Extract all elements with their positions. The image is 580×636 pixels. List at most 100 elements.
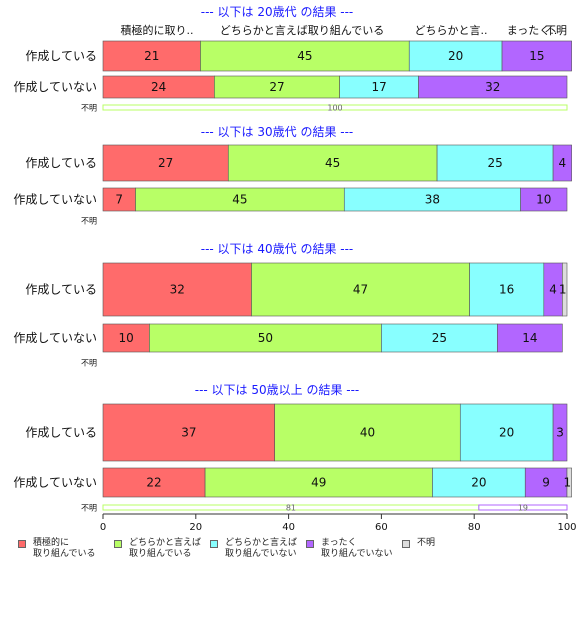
legend-swatch (306, 540, 314, 548)
bar-segment (200, 40, 410, 72)
panel-title: --- 以下は 50歳以上 の結果 --- (195, 383, 360, 397)
legend-swatch (210, 540, 218, 548)
data-label: 32 (485, 80, 500, 94)
bar-segment (566, 467, 572, 498)
row-label: 作成している (25, 283, 97, 297)
legend-swatch (18, 540, 26, 548)
row-label: 作成している (25, 49, 97, 63)
data-label: 32 (170, 283, 185, 297)
legend-swatch (402, 540, 410, 548)
data-label: 1 (559, 283, 567, 297)
data-label: 14 (522, 331, 537, 345)
data-label: 22 (146, 476, 161, 490)
bar-segment (274, 403, 461, 462)
data-label: 27 (269, 80, 284, 94)
bar-segment (497, 323, 563, 353)
x-tick-label: 20 (189, 522, 202, 533)
x-tick-label: 100 (557, 522, 576, 533)
legend-label: 積極的に 取り組んでいる (33, 538, 96, 559)
category-header: どちらかと言えば取り組んでいる (220, 24, 384, 37)
bar-segment (501, 40, 572, 72)
row-label: 作成していない (13, 193, 97, 207)
bar-segment (149, 323, 382, 353)
data-label: 21 (144, 49, 159, 63)
data-label: 16 (499, 283, 514, 297)
data-label: 40 (360, 426, 375, 440)
legend-label: どちらかと言えば 取り組んでいない (225, 538, 298, 559)
x-tick-label: 0 (100, 522, 106, 533)
row-label: 作成していない (13, 80, 97, 94)
category-header: 不明 (545, 24, 567, 37)
data-label: 19 (518, 504, 528, 513)
data-label: 10 (119, 331, 134, 345)
bar-segment (102, 403, 275, 462)
data-label: 3 (556, 426, 564, 440)
data-label: 47 (353, 283, 368, 297)
category-header: まったく.. (507, 24, 558, 37)
data-label: 25 (487, 156, 502, 170)
data-label: 45 (297, 49, 312, 63)
bar-segment (520, 187, 568, 212)
data-label: 7 (115, 193, 123, 207)
bar-segment (102, 144, 229, 182)
x-tick-label: 60 (375, 522, 388, 533)
row-label: 作成していない (13, 331, 97, 345)
x-tick-label: 80 (468, 522, 481, 533)
bar-segment (478, 504, 568, 511)
legend-item: まったく 取り組んでいない (306, 538, 393, 560)
data-label: 27 (158, 156, 173, 170)
panel-title: --- 以下は 40歳代 の結果 --- (201, 242, 354, 256)
legend-label: どちらかと言えば 取り組んでいる (129, 538, 202, 559)
row-label: 作成している (25, 156, 97, 170)
bar-segment (524, 467, 568, 498)
row-label: 作成していない (13, 476, 97, 490)
data-label: 4 (559, 156, 567, 170)
data-label: 37 (181, 426, 196, 440)
data-label: 20 (471, 476, 486, 490)
data-label: 38 (425, 193, 440, 207)
stacked-bar-chart: 積極的に取り.. どちらかと言えば取り組んでいる どちらかと言.. まったく..不明-… (13, 5, 576, 533)
bar-segment (432, 467, 526, 498)
legend-item: 積極的に 取り組んでいる (18, 538, 96, 560)
category-header: 積極的に取り.. (121, 23, 194, 37)
bar-segment (381, 323, 498, 353)
bar-segment (418, 75, 568, 99)
row-label: 作成している (25, 426, 97, 440)
data-label: 20 (499, 426, 514, 440)
data-label: 45 (232, 193, 247, 207)
data-label: 81 (286, 504, 296, 513)
panel-title: --- 以下は 30歳代 の結果 --- (201, 125, 354, 139)
panel-title: --- 以下は 20歳代 の結果 --- (201, 5, 354, 19)
bar-segment (102, 323, 150, 353)
bar-segment (459, 403, 554, 462)
data-label: 20 (448, 49, 463, 63)
row-label: 不明 (81, 217, 97, 226)
data-label: 100 (327, 104, 342, 113)
row-label: 不明 (81, 104, 97, 113)
bar-segment (102, 467, 206, 498)
data-label: 4 (549, 283, 557, 297)
legend-item: どちらかと言えば 取り組んでいる (114, 538, 201, 560)
data-label: 17 (371, 80, 386, 94)
legend-label: まったく 取り組んでいない (321, 538, 393, 559)
data-label: 25 (432, 331, 447, 345)
category-header: どちらかと言.. (415, 24, 488, 37)
bar-segment (552, 144, 572, 182)
x-tick-label: 40 (282, 522, 295, 533)
legend-item: どちらかと言えば 取り組んでいない (210, 538, 297, 560)
bar-segment (102, 262, 252, 317)
bar-segment (102, 104, 568, 111)
bar-segment (251, 262, 470, 317)
data-label: 45 (325, 156, 340, 170)
legend-item: 不明 (402, 538, 435, 549)
row-label: 不明 (81, 359, 97, 368)
legend-swatch (114, 540, 122, 548)
row-label: 不明 (81, 504, 97, 513)
legend-label: 不明 (417, 538, 436, 548)
bar-segment (562, 262, 568, 317)
bar-segment (552, 403, 568, 462)
data-label: 49 (311, 476, 326, 490)
bar-segment (469, 262, 545, 317)
data-label: 10 (536, 193, 551, 207)
